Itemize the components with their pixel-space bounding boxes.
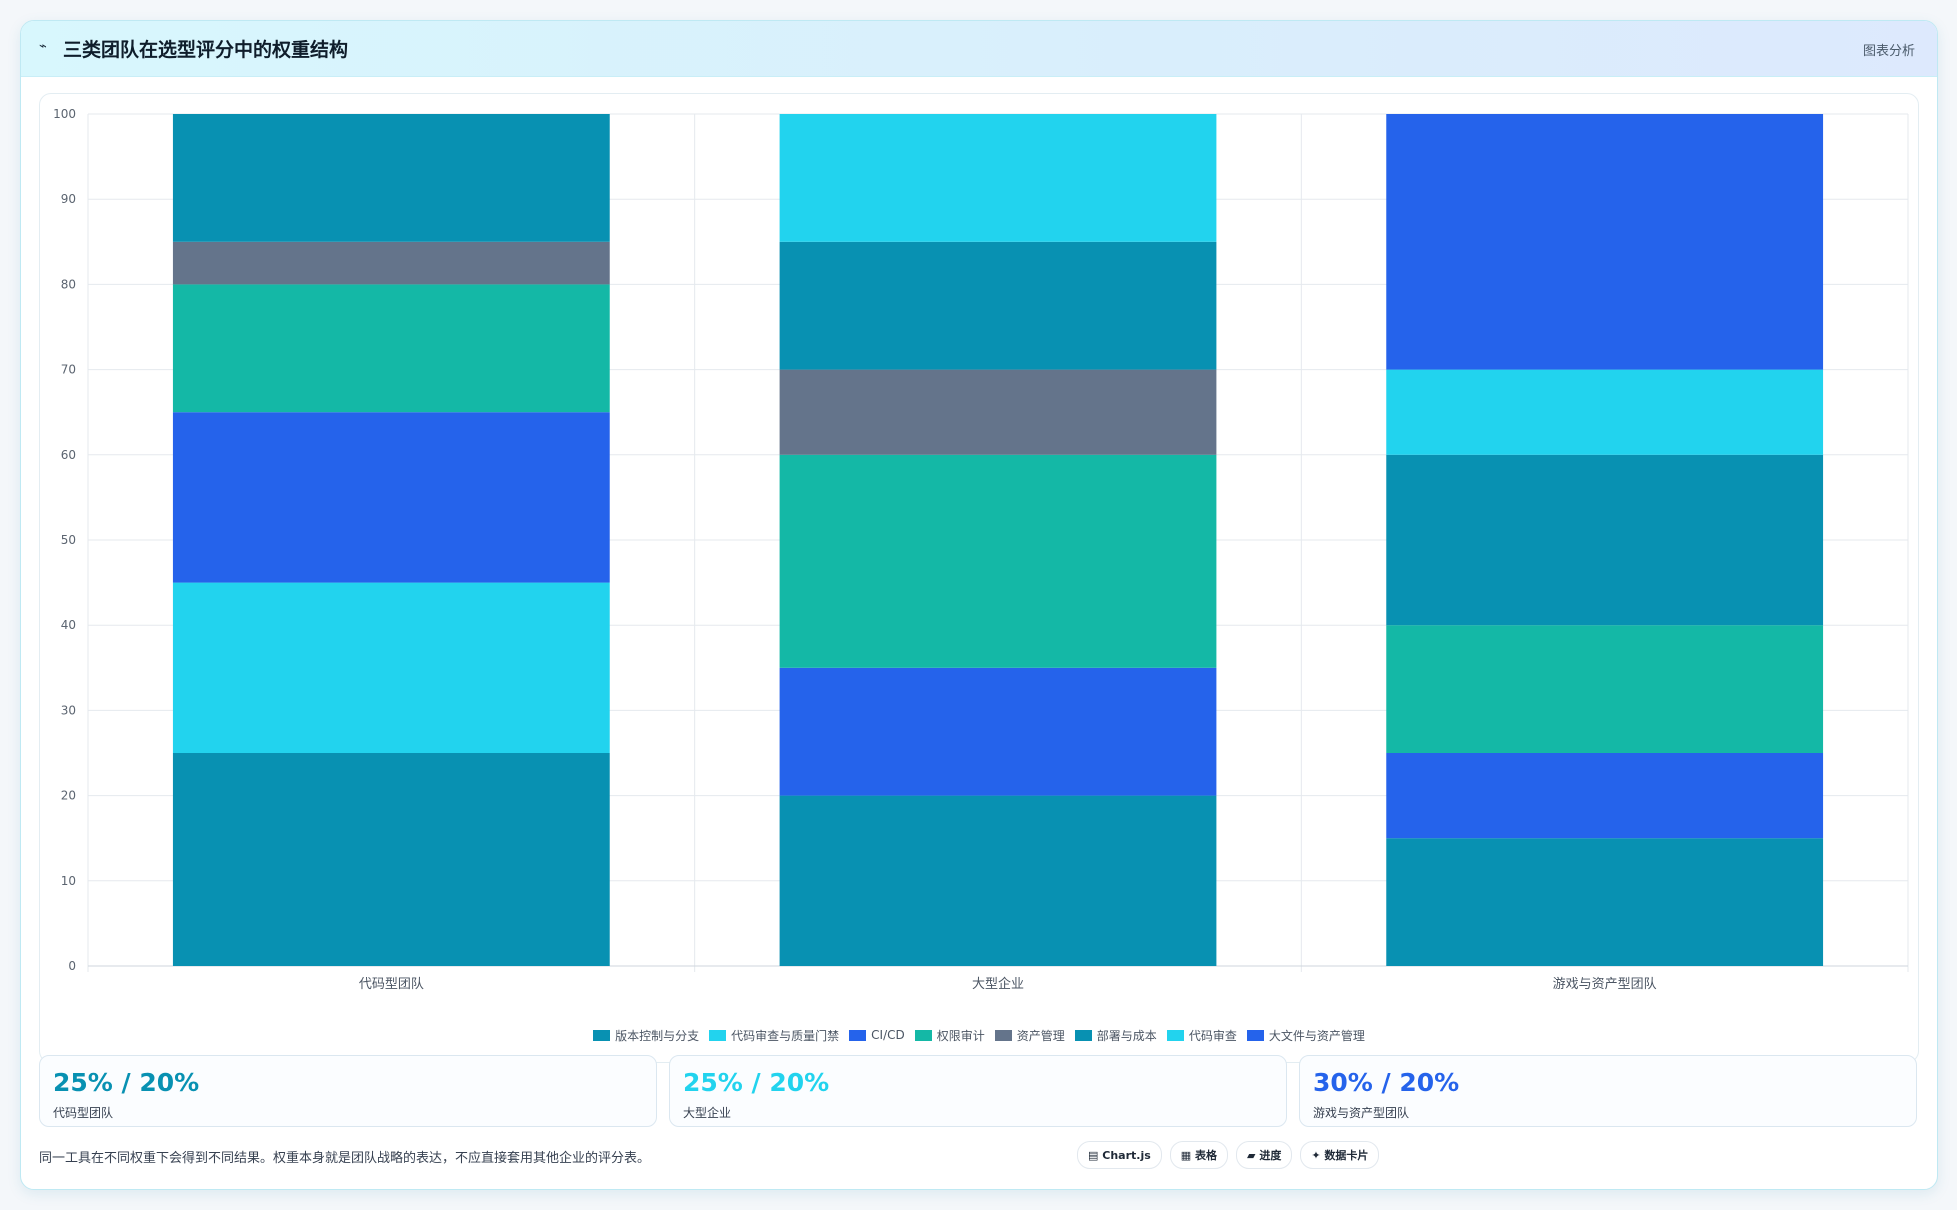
legend-label: 权限审计 xyxy=(936,1028,985,1043)
tag-table[interactable]: ▦ 表格 xyxy=(1169,1141,1229,1169)
legend-swatch xyxy=(849,1029,867,1041)
legend-label: 代码审查与质量门禁 xyxy=(731,1028,840,1043)
chart-analysis-label: 图表分析 xyxy=(1862,44,1915,59)
y-tick-label: 10 xyxy=(61,874,76,888)
stat-cards: 25% / 20% 代码型团队 25% / 20% 大型企业 30% / 20%… xyxy=(39,1055,1917,1127)
stat-value: 25% / 20% xyxy=(683,1068,830,1097)
stat-value: 25% / 20% xyxy=(53,1068,200,1097)
bar-segment xyxy=(779,241,1217,370)
y-tick-label: 50 xyxy=(61,533,76,547)
legend-swatch xyxy=(709,1029,727,1041)
bar-segment xyxy=(1386,369,1824,455)
bar-segment xyxy=(779,369,1217,455)
y-tick-label: 30 xyxy=(61,703,76,717)
bar-segment xyxy=(779,454,1217,668)
tag-label: 表格 xyxy=(1195,1149,1218,1162)
chart-legend: 版本控制与分支 代码审查与质量门禁 CI/CD 权限审计 资产管理 部署与成本 代码审查 大文… xyxy=(40,1026,1918,1044)
x-tick-label: 游戏与资产型团队 xyxy=(1553,977,1657,992)
legend-swatch xyxy=(1166,1029,1184,1041)
tag-chartjs[interactable]: ▤ Chart.js xyxy=(1077,1141,1162,1169)
stat-label: 大型企业 xyxy=(683,1106,732,1120)
bar-segment xyxy=(1386,625,1824,753)
legend-label: 大文件与资产管理 xyxy=(1268,1028,1365,1043)
legend-item[interactable]: 资产管理 xyxy=(994,1027,1065,1044)
bar-segment xyxy=(172,582,610,753)
chart-title: 三类团队在选型评分中的权重结构 xyxy=(63,39,349,61)
tag-list: ▤ Chart.js ▦ 表格 ▰ 进度 ✦ 数据卡片 xyxy=(1077,1141,1380,1169)
legend-item[interactable]: 代码审查与质量门禁 xyxy=(709,1027,839,1044)
table-icon: ▦ xyxy=(1180,1148,1192,1162)
stacked-bar-chart: 0 10 20 30 40 50 60 70 80 90 100 代码型团队 大型企业 游戏与资产型团队 xyxy=(53,107,1909,992)
y-tick-label: 60 xyxy=(61,448,76,462)
tag-label: 进度 xyxy=(1259,1149,1282,1162)
y-tick-label: 70 xyxy=(61,363,76,377)
bar-segment xyxy=(1386,454,1824,626)
legend-swatch xyxy=(593,1029,611,1041)
bar-segment xyxy=(779,667,1217,796)
chart-icon: ▤ xyxy=(1088,1148,1099,1162)
bar-segment xyxy=(172,753,610,966)
bar-segment xyxy=(172,241,610,285)
bar-segment xyxy=(779,114,1217,242)
legend-item[interactable]: 版本控制与分支 xyxy=(593,1027,699,1044)
legend-swatch xyxy=(1074,1029,1092,1041)
tag-label: Chart.js xyxy=(1102,1148,1151,1162)
footer-note: 同一工具在不同权重下会得到不同结果。权重本身就是团队战略的表达，不应直接套用其他… xyxy=(39,1151,651,1166)
legend-item[interactable]: CI/CD xyxy=(849,1028,905,1042)
legend-item[interactable]: 大文件与资产管理 xyxy=(1246,1027,1365,1044)
chart-line-icon: ⌁ xyxy=(39,39,47,54)
bar-segment xyxy=(172,412,610,583)
bar-segment xyxy=(1386,838,1824,966)
legend-swatch xyxy=(914,1029,932,1041)
bar-segment xyxy=(1386,114,1824,370)
chart-card: ⌁ 三类团队在选型评分中的权重结构 图表分析 0 10 20 30 40 50 60 70 80… xyxy=(20,20,1938,1190)
stat-card-game-team: 30% / 20% 游戏与资产型团队 xyxy=(1299,1055,1917,1127)
legend-label: 部署与成本 xyxy=(1096,1028,1157,1043)
y-tick-label: 20 xyxy=(61,789,76,803)
y-tick-label: 100 xyxy=(53,107,76,121)
tag-label: 数据卡片 xyxy=(1324,1149,1369,1162)
legend-item[interactable]: 权限审计 xyxy=(914,1027,985,1044)
legend-label: 资产管理 xyxy=(1016,1028,1065,1043)
x-tick-label: 大型企业 xyxy=(972,976,1024,992)
legend-swatch xyxy=(994,1029,1012,1041)
legend-label: CI/CD xyxy=(871,1028,905,1042)
stat-value: 30% / 20% xyxy=(1313,1068,1460,1097)
legend-swatch xyxy=(1246,1029,1264,1041)
tag-data-card[interactable]: ✦ 数据卡片 xyxy=(1300,1141,1380,1169)
y-tick-label: 0 xyxy=(68,959,76,973)
stat-card-enterprise: 25% / 20% 大型企业 xyxy=(669,1055,1287,1127)
legend-item[interactable]: 代码审查 xyxy=(1166,1027,1237,1044)
card-header: ⌁ 三类团队在选型评分中的权重结构 图表分析 xyxy=(21,21,1937,77)
stat-label: 代码型团队 xyxy=(53,1106,114,1120)
data-card-icon: ✦ xyxy=(1311,1148,1321,1162)
stat-card-code-team: 25% / 20% 代码型团队 xyxy=(39,1055,657,1127)
bar-segment xyxy=(779,795,1217,966)
bar-segment xyxy=(172,284,610,413)
bar-segment xyxy=(1386,753,1824,839)
y-tick-label: 80 xyxy=(61,277,76,291)
tag-progress[interactable]: ▰ 进度 xyxy=(1236,1141,1293,1169)
stat-label: 游戏与资产型团队 xyxy=(1313,1106,1410,1120)
y-tick-label: 90 xyxy=(61,192,76,206)
legend-label: 版本控制与分支 xyxy=(615,1028,700,1043)
legend-label: 代码审查 xyxy=(1188,1028,1237,1043)
x-tick-label: 代码型团队 xyxy=(359,977,424,992)
progress-icon: ▰ xyxy=(1247,1148,1256,1162)
legend-item[interactable]: 部署与成本 xyxy=(1074,1027,1157,1044)
y-tick-label: 40 xyxy=(61,618,76,632)
chart-panel: 0 10 20 30 40 50 60 70 80 90 100 代码型团队 大型企业 游戏与资产型团队 … xyxy=(39,93,1919,1063)
bar-segment xyxy=(172,114,610,242)
